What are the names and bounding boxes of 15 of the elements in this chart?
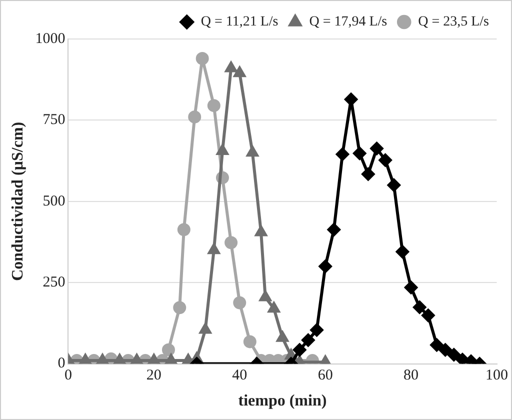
x-tick-label: 60 (318, 368, 333, 384)
x-tick-label: 40 (232, 368, 248, 384)
x-tick-label: 20 (146, 368, 162, 384)
y-tick-label: 750 (42, 112, 66, 128)
x-tick-label: 80 (404, 368, 419, 384)
legend-label: Q = 17,94 L/s (309, 14, 388, 30)
y-tick-label: 1000 (35, 30, 66, 47)
y-axis-title: Conductividad (µS/cm) (10, 122, 27, 281)
y-tick-label: 0 (58, 356, 66, 372)
legend-label: Q = 23,5 L/s (418, 14, 490, 30)
x-tick-label: 100 (486, 368, 508, 384)
legend-label: Q = 11,21 L/s (200, 14, 278, 30)
y-tick-label: 250 (42, 274, 66, 291)
y-tick-label: 500 (42, 193, 66, 210)
x-axis-title: tiempo (min) (238, 392, 327, 410)
